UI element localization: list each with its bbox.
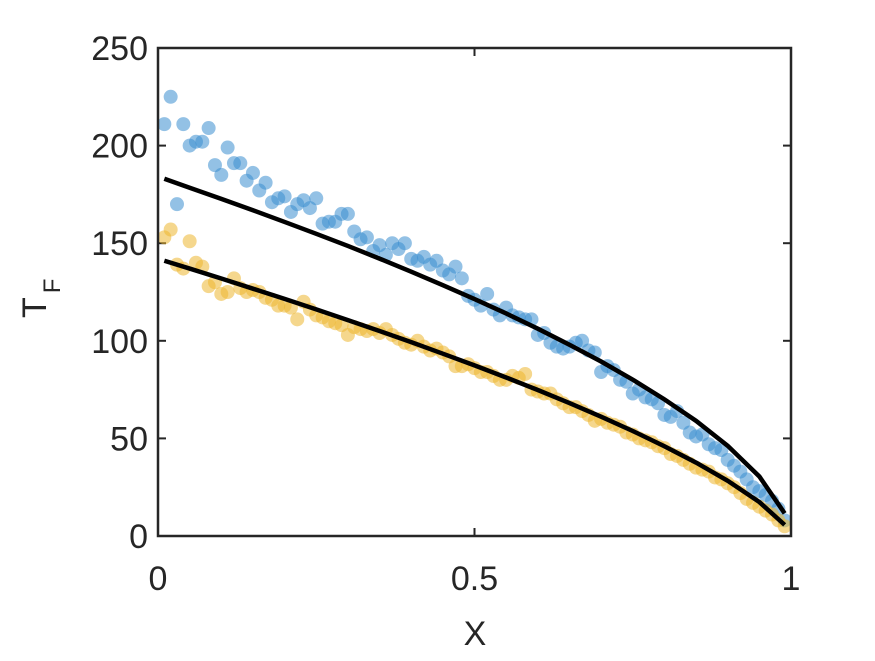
y-tick-label: 100 [91,323,148,361]
data-point [245,165,260,180]
data-point [182,234,197,249]
data-point [454,271,469,286]
data-point [233,156,248,171]
x-tick-label: 1 [782,560,801,598]
data-point [448,259,463,274]
data-point [195,134,210,149]
x-axis-label: X [464,615,487,653]
data-point [258,175,273,190]
data-point [220,140,235,155]
data-point [169,197,184,212]
data-point [340,206,355,221]
y-axis-label-subscript: F [39,279,66,294]
fit-line [163,176,787,515]
plot-frame [156,46,793,538]
y-tick-label: 0 [129,518,148,556]
data-point [163,222,178,237]
x-tick-label: 0 [149,560,168,598]
y-tick-label: 200 [91,128,148,166]
fit-line [163,258,787,527]
data-point [176,117,191,132]
data-point [397,236,412,251]
y-tick-label: 50 [110,420,148,458]
data-point [359,230,374,245]
y-tick-label: 150 [91,225,148,263]
data-point [277,189,292,204]
data-point [518,366,533,381]
data-point [157,117,172,132]
data-point [220,285,235,299]
data-point [201,121,216,136]
data-point [163,89,178,104]
data-point [480,286,495,301]
y-axis-label-main: T [16,297,54,318]
data-point [214,167,229,182]
y-axis-label: TF [16,279,66,318]
y-tick-label: 250 [91,30,148,68]
data-point [290,312,305,327]
data-point [309,191,324,206]
x-tick-label: 0.5 [451,560,498,598]
